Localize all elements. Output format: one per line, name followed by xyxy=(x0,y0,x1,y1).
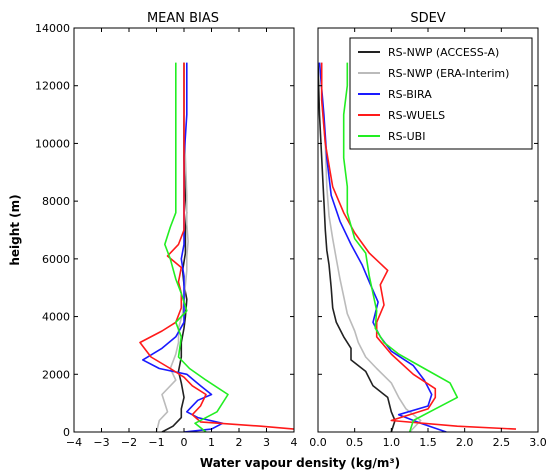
y-tick-label: 14000 xyxy=(35,22,70,35)
x-tick-label: −1 xyxy=(148,436,164,449)
legend-label-rs-bira: RS-BIRA xyxy=(388,88,432,101)
series-line-rs-nwp-access-a xyxy=(161,62,188,432)
y-tick-label: 10000 xyxy=(35,137,70,150)
x-axis-label: Water vapour density (kg/m³) xyxy=(200,456,400,470)
y-tick-label: 8000 xyxy=(42,195,70,208)
x-tick-label: −2 xyxy=(121,436,137,449)
x-tick-label: 0.5 xyxy=(346,436,364,449)
series-line-rs-nwp-access-a xyxy=(318,62,396,432)
series-line-rs-bira xyxy=(318,62,447,432)
legend-label-rs-wuels: RS-WUELS xyxy=(388,109,445,122)
series-line-rs-wuels xyxy=(139,62,294,430)
legend-box xyxy=(349,37,533,150)
x-tick-label: −4 xyxy=(66,436,82,449)
y-tick-label: 6000 xyxy=(42,253,70,266)
x-tick-label: 3 xyxy=(263,436,270,449)
x-tick-label: 0 xyxy=(181,436,188,449)
x-tick-label: −3 xyxy=(93,436,109,449)
x-tick-label: 4 xyxy=(291,436,298,449)
y-tick-label: 4000 xyxy=(42,311,70,324)
series-line-rs-nwp-era-interim xyxy=(320,62,422,432)
series-line-rs-ubi xyxy=(164,62,229,432)
legend-label-rs-nwp-access-a: RS-NWP (ACCESS-A) xyxy=(388,46,499,59)
mean-bias-panel: −4 −3 −2 −1 0 1 2 3 4 0 2000 4000 6000 8000 10000 12000… xyxy=(35,22,298,449)
sdev-panel: 0.0 0.5 1.0 1.5 2.0 2.5 3.0 RS-NWP (ACCESS-A) RS… xyxy=(309,27,547,449)
x-tick-label: 0.0 xyxy=(309,436,327,449)
y-tick-label: 2000 xyxy=(42,368,70,381)
panel-title-sdev: SDEV xyxy=(410,11,445,26)
y-tick-label: 12000 xyxy=(35,80,70,93)
legend-label-rs-ubi: RS-UBI xyxy=(388,130,425,143)
x-tick-label: 1 xyxy=(208,436,215,449)
series-line-rs-wuels xyxy=(320,62,517,430)
panel-title-mean-bias: MEAN BIAS xyxy=(147,11,219,26)
legend-label-rs-nwp-era-interim: RS-NWP (ERA-Interim) xyxy=(388,67,509,80)
x-tick-label: 1.0 xyxy=(383,436,401,449)
x-tick-label: 1.5 xyxy=(419,436,437,449)
x-tick-label: 2.5 xyxy=(493,436,511,449)
series-line-rs-ubi xyxy=(342,62,459,432)
x-tick-label: 2.0 xyxy=(456,436,474,449)
y-tick-label: 0 xyxy=(63,426,70,439)
y-axis-label: height (m) xyxy=(8,194,22,265)
x-tick-label: 2 xyxy=(236,436,243,449)
x-tick-label: 3.0 xyxy=(529,436,547,449)
